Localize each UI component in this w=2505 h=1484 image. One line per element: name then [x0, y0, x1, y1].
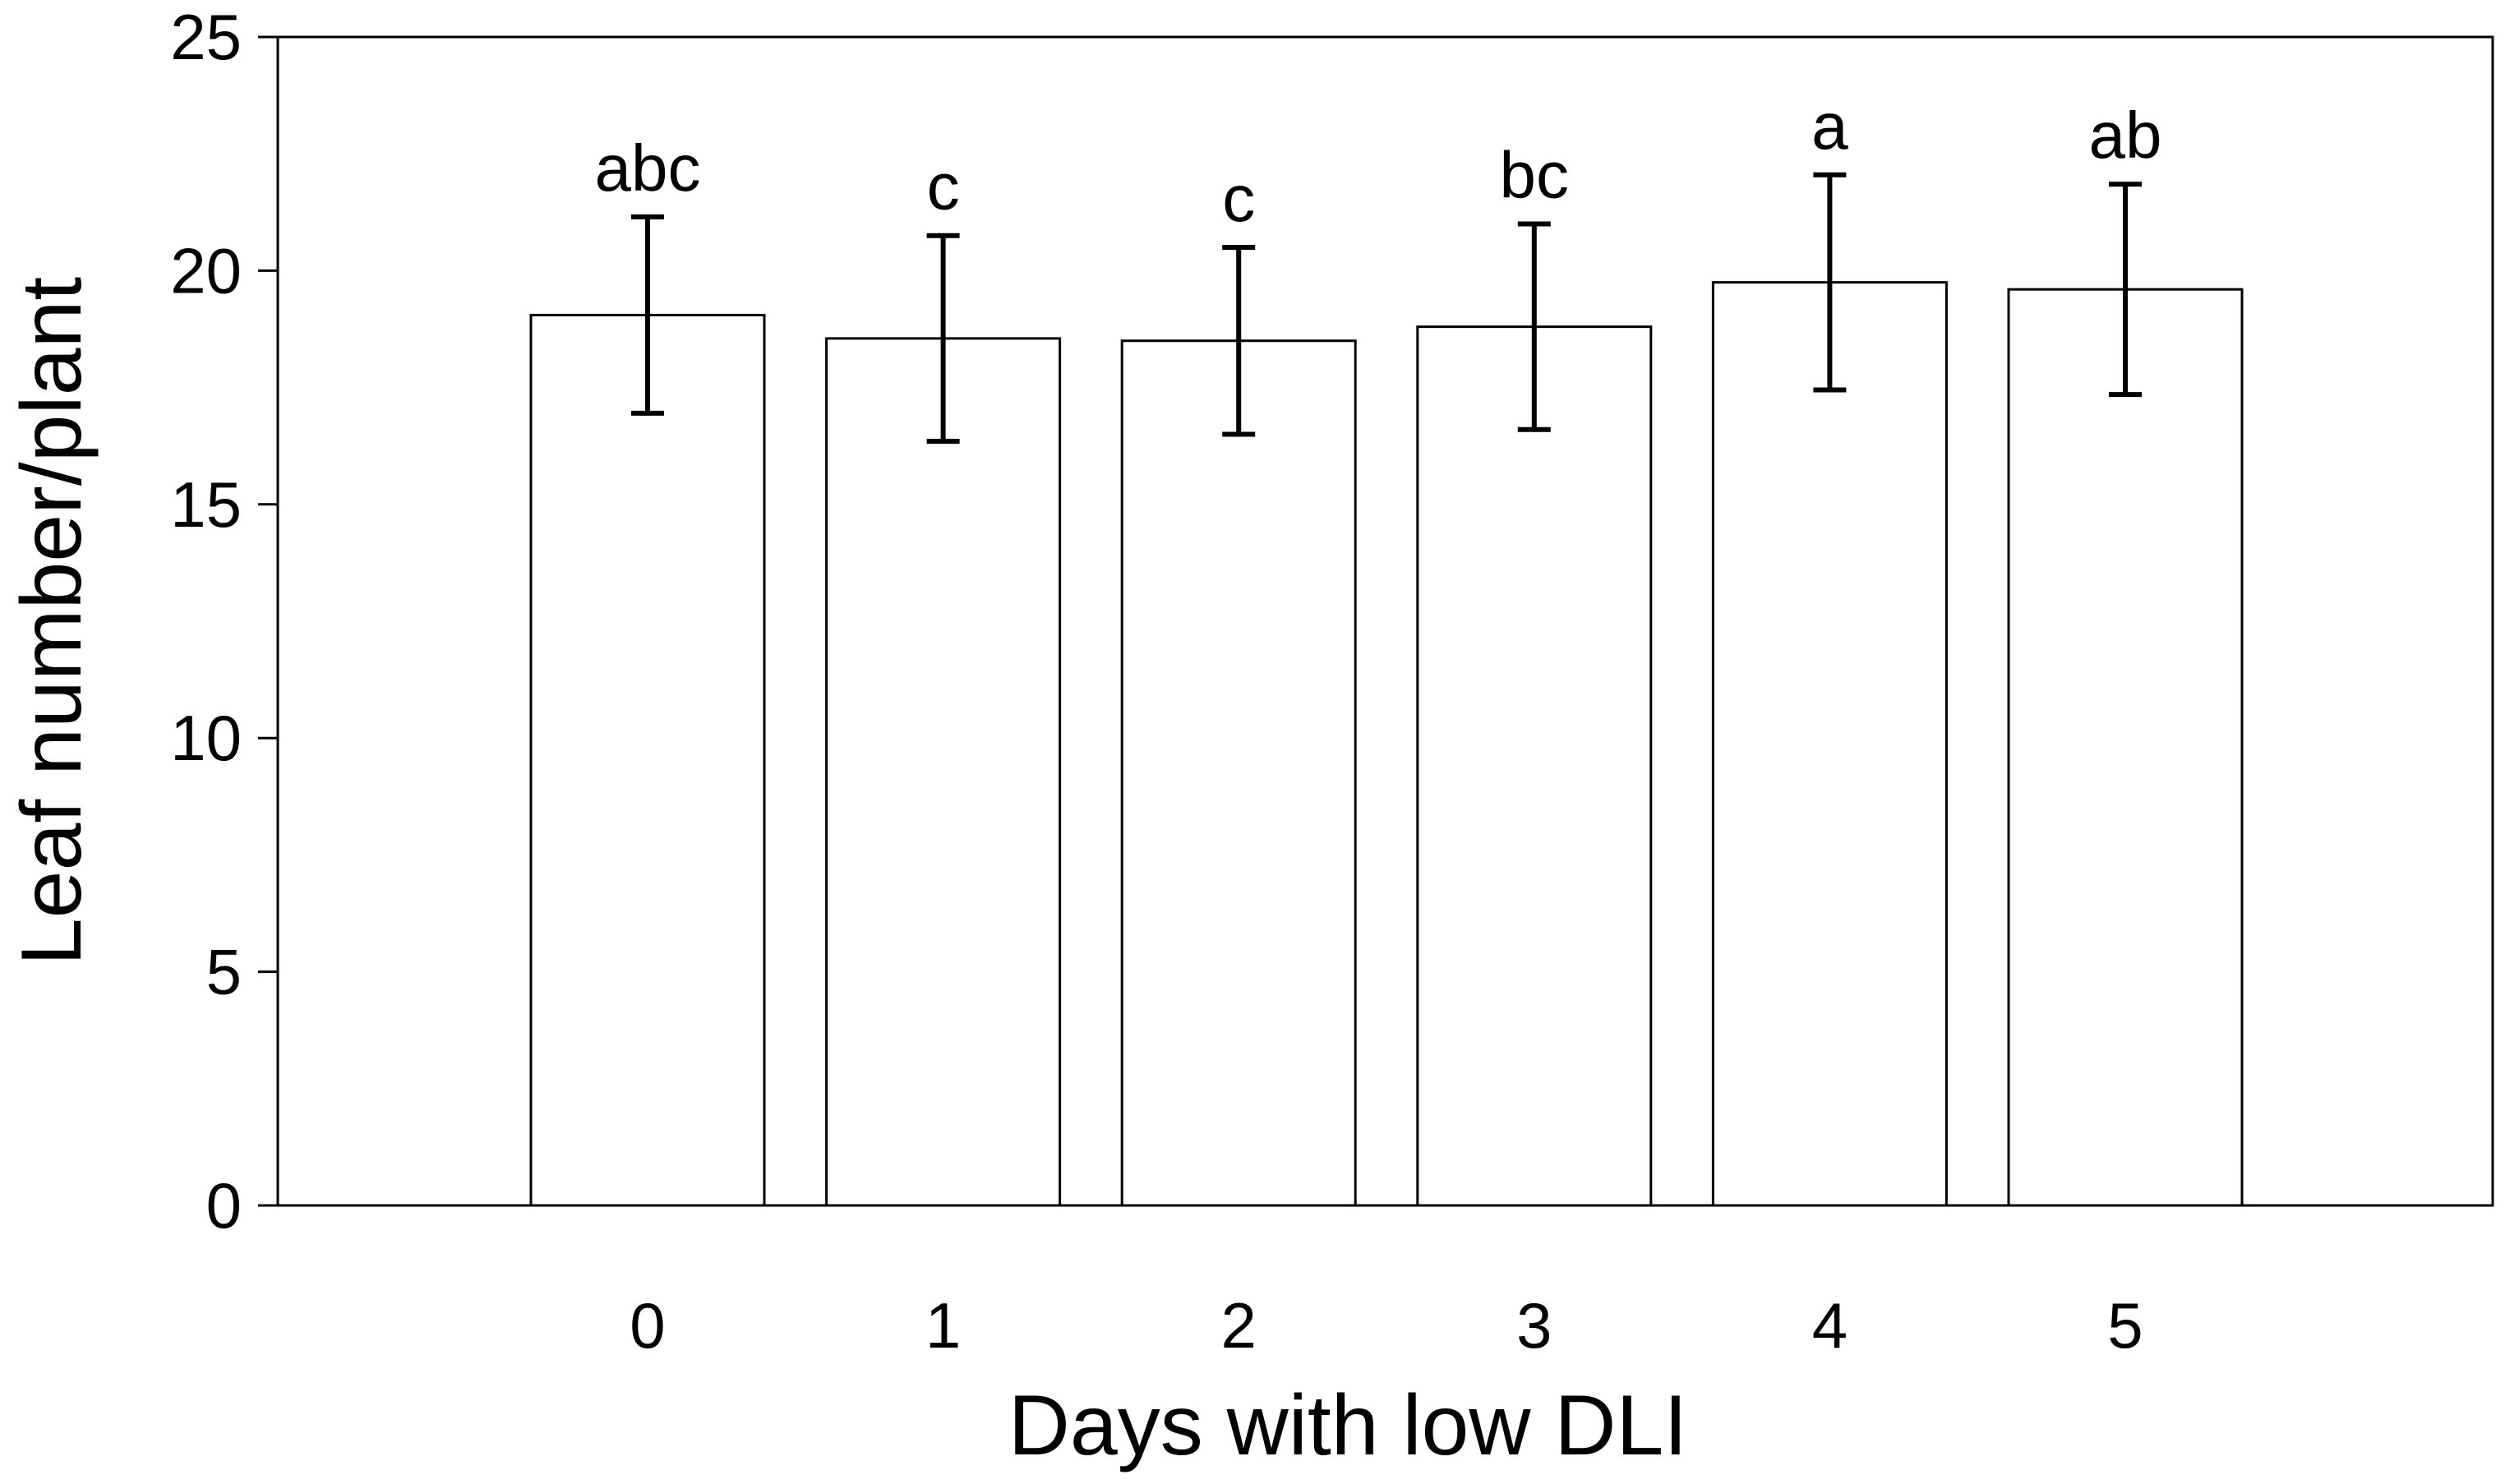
y-tick-label: 5	[206, 936, 242, 1008]
error-bar-2	[1222, 244, 1256, 437]
significance-letter-1: c	[927, 150, 960, 224]
significance-letters: abc c c bc a ab	[595, 90, 2162, 235]
significance-letter-4: a	[1811, 90, 1848, 163]
y-tick-label: 25	[170, 1, 242, 73]
y-axis-label: Leaf number/plant	[4, 277, 99, 966]
x-tick-label-5: 5	[2107, 1289, 2143, 1362]
x-tick-label-1: 1	[925, 1289, 961, 1362]
error-bar-3	[1517, 221, 1551, 432]
y-tick-label: 10	[170, 702, 242, 774]
error-bar-4	[1813, 172, 1847, 393]
y-tick-label: 20	[170, 234, 242, 306]
y-tick-label: 15	[170, 468, 242, 541]
y-axis-ticks: 0 5 10 15 20 25	[170, 1, 278, 1242]
significance-letter-5: ab	[2089, 99, 2162, 172]
x-axis-label: Days with low DLI	[1008, 1378, 1687, 1473]
bar-0	[529, 313, 766, 1207]
bars-layer	[529, 281, 2244, 1207]
bar-2	[1120, 339, 1357, 1207]
error-bar-5	[2109, 182, 2142, 398]
significance-letter-2: c	[1222, 162, 1255, 235]
plot-area-frame	[276, 35, 2494, 1207]
x-tick-label-0: 0	[630, 1289, 665, 1362]
y-tick-label: 0	[206, 1169, 242, 1242]
bar-5	[2007, 288, 2244, 1207]
bar-3	[1416, 325, 1653, 1207]
error-bar-0	[631, 214, 664, 416]
bar-1	[825, 337, 1062, 1207]
significance-letter-0: abc	[595, 131, 701, 205]
error-bars-layer	[631, 172, 2142, 445]
x-tick-label-3: 3	[1516, 1289, 1552, 1362]
x-tick-label-2: 2	[1221, 1289, 1257, 1362]
significance-letter-3: bc	[1500, 139, 1570, 212]
bar-4	[1711, 281, 1948, 1207]
x-tick-label-4: 4	[1812, 1289, 1848, 1362]
x-axis-tick-labels: 0 1 2 3 4 5	[630, 1289, 2143, 1362]
error-bar-1	[926, 233, 960, 445]
